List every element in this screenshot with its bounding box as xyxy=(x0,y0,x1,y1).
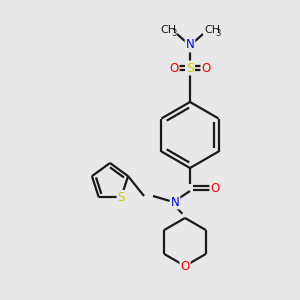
Text: S: S xyxy=(118,191,125,204)
Text: N: N xyxy=(186,38,194,52)
Text: CH: CH xyxy=(160,25,176,35)
Text: 3: 3 xyxy=(171,28,177,38)
Text: S: S xyxy=(186,61,194,74)
Text: O: O xyxy=(210,182,220,194)
Text: O: O xyxy=(169,61,178,74)
Text: 3: 3 xyxy=(215,28,221,38)
Text: O: O xyxy=(201,61,211,74)
Text: CH: CH xyxy=(204,25,220,35)
Text: N: N xyxy=(171,196,179,208)
Text: O: O xyxy=(180,260,190,272)
